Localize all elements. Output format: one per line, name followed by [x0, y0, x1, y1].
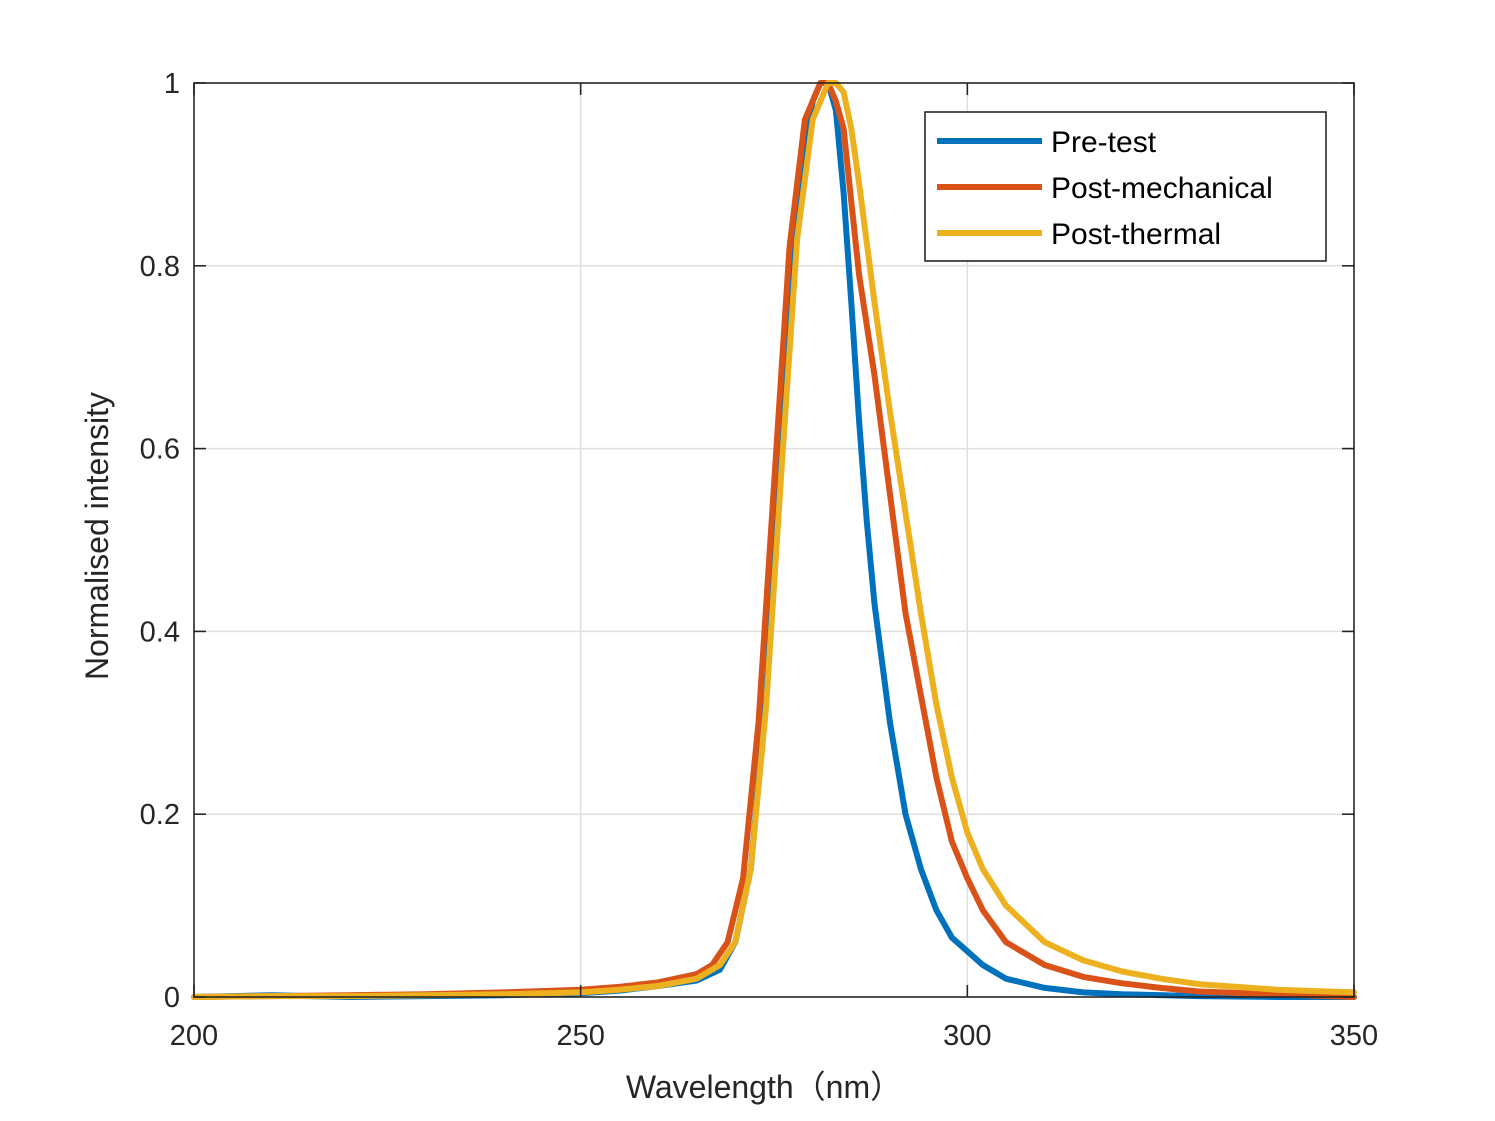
legend-label-post-mechanical: Post-mechanical: [1051, 172, 1273, 205]
legend-label-post-thermal: Post-thermal: [1051, 218, 1221, 251]
grid-lines: [194, 83, 1354, 997]
series-line-post-thermal: [191, 80, 1357, 1000]
series-layer: [191, 80, 1357, 1000]
x-axis-title: Wavelength（nm）: [626, 1069, 902, 1105]
tick-labels: 200 250 300 350 0 0.2 0.4 0.6 0.8 1: [140, 68, 1379, 1052]
axis-ticks: [193, 82, 1355, 998]
y-tick-label: 0: [164, 982, 180, 1014]
y-tick-label: 0.6: [140, 434, 180, 466]
y-tick-label: 0.2: [140, 799, 180, 831]
x-tick-label: 250: [556, 1020, 604, 1052]
y-tick-label: 1: [164, 68, 180, 100]
x-tick-label: 300: [943, 1020, 991, 1052]
y-tick-label: 0.8: [140, 251, 180, 283]
y-tick-label: 0.4: [140, 616, 180, 648]
x-tick-label: 350: [1330, 1020, 1378, 1052]
legend[interactable]: Pre-test Post-mechanical Post-thermal: [924, 111, 1327, 262]
plot-frame: [193, 82, 1355, 998]
x-tick-label: 200: [170, 1020, 218, 1052]
legend-label-pre-test: Pre-test: [1051, 126, 1157, 159]
y-axis-title: Normalised intensity: [79, 392, 115, 680]
